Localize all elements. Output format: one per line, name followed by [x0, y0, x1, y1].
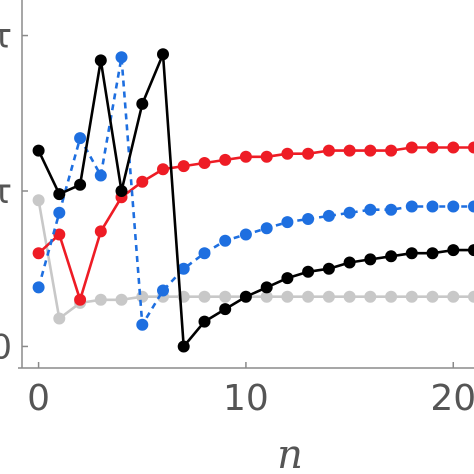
series-3-point	[343, 256, 356, 269]
series-2-point	[385, 203, 398, 216]
series-0-point	[343, 290, 356, 303]
series-1-point	[136, 175, 149, 188]
series-3-point	[405, 247, 418, 260]
y-tick-label: 0	[0, 327, 12, 367]
series-2-point	[32, 281, 45, 294]
series-1-point	[343, 144, 356, 157]
series-1-point	[447, 141, 460, 154]
series-1-point	[177, 160, 190, 173]
series-3-point	[94, 54, 107, 67]
series-0-point	[364, 290, 377, 303]
series-2-point	[94, 169, 107, 182]
series-2-point	[281, 216, 294, 229]
series-2-point	[343, 206, 356, 219]
series-1-point	[53, 228, 66, 241]
series-2-point	[177, 262, 190, 275]
series-0-point	[32, 194, 45, 207]
series-2-point	[260, 222, 273, 235]
series-1-point	[239, 150, 252, 163]
series-2-point	[322, 209, 335, 222]
series-line-2	[37, 56, 474, 326]
series-0-point	[322, 290, 335, 303]
series-0-point	[115, 293, 128, 306]
series-2-point	[364, 203, 377, 216]
series-line-3	[37, 52, 474, 348]
series-3-point	[447, 244, 460, 257]
series-1-point	[32, 247, 45, 260]
series-3-point	[260, 281, 273, 294]
series-2-point	[405, 200, 418, 213]
series-2-point	[239, 228, 252, 241]
series-0-point	[302, 290, 315, 303]
series-0-point	[281, 290, 294, 303]
series-2-point	[53, 206, 66, 219]
series-2-point	[302, 213, 315, 225]
series-line-0	[37, 200, 474, 320]
series-3-point	[177, 340, 190, 353]
series-2-point	[447, 200, 460, 213]
series-3-point	[302, 265, 315, 278]
series-1-point	[405, 141, 418, 154]
series-3-point	[281, 272, 294, 285]
series-3-point	[32, 144, 45, 157]
series-3-point	[198, 315, 211, 328]
series-1-point	[74, 293, 87, 306]
series-1-point	[364, 144, 377, 157]
series-0-point	[385, 290, 398, 303]
series-2-point	[115, 51, 128, 64]
series-3-point	[426, 247, 439, 260]
series-2-point	[157, 284, 169, 297]
series-1-point	[302, 147, 315, 160]
series-0-point	[198, 290, 211, 303]
x-axis-title: n	[277, 432, 303, 474]
series-2-point	[74, 132, 87, 145]
series-1-point	[426, 141, 439, 154]
series-0-point	[426, 290, 439, 303]
series-1-point	[157, 163, 169, 176]
series-3-point	[74, 178, 87, 191]
series-0-point	[53, 312, 66, 325]
series-0-point	[219, 290, 232, 303]
series-3-point	[157, 48, 169, 61]
series-3-point	[239, 290, 252, 303]
series-0-point	[468, 290, 474, 303]
series-0-point	[447, 290, 460, 303]
series-1-point	[198, 157, 211, 169]
series-2-point	[426, 200, 439, 213]
y-tick-label: τ	[0, 172, 12, 212]
x-tick-label: 10	[223, 378, 269, 419]
series-2-point	[219, 234, 232, 247]
series-0-point	[405, 290, 418, 303]
x-tick-label: 20	[430, 378, 474, 419]
series-1-point	[219, 153, 232, 166]
series-2-point	[136, 318, 149, 331]
series-3-point	[385, 250, 398, 263]
series-3-point	[322, 262, 335, 275]
x-tick-label: 0	[27, 378, 50, 419]
series-line-1	[37, 146, 474, 302]
series-3-point	[53, 188, 66, 201]
series-1-point	[281, 147, 294, 160]
series-3-point	[468, 244, 474, 257]
series-1-point	[260, 150, 273, 163]
series-1-point	[94, 225, 107, 238]
series-1-point	[385, 144, 398, 157]
series-2-point	[198, 247, 211, 260]
series-0-point	[136, 290, 149, 303]
series-2-point	[468, 200, 474, 213]
series-0-point	[94, 293, 107, 306]
series-3-point	[364, 253, 377, 266]
y-tick-label: τ	[0, 17, 12, 57]
series-3-point	[115, 185, 128, 197]
series-1-point	[322, 144, 335, 157]
series-3-point	[136, 97, 149, 110]
series-3-point	[219, 303, 232, 316]
series-1-point	[468, 141, 474, 154]
series-0-point	[260, 290, 273, 303]
